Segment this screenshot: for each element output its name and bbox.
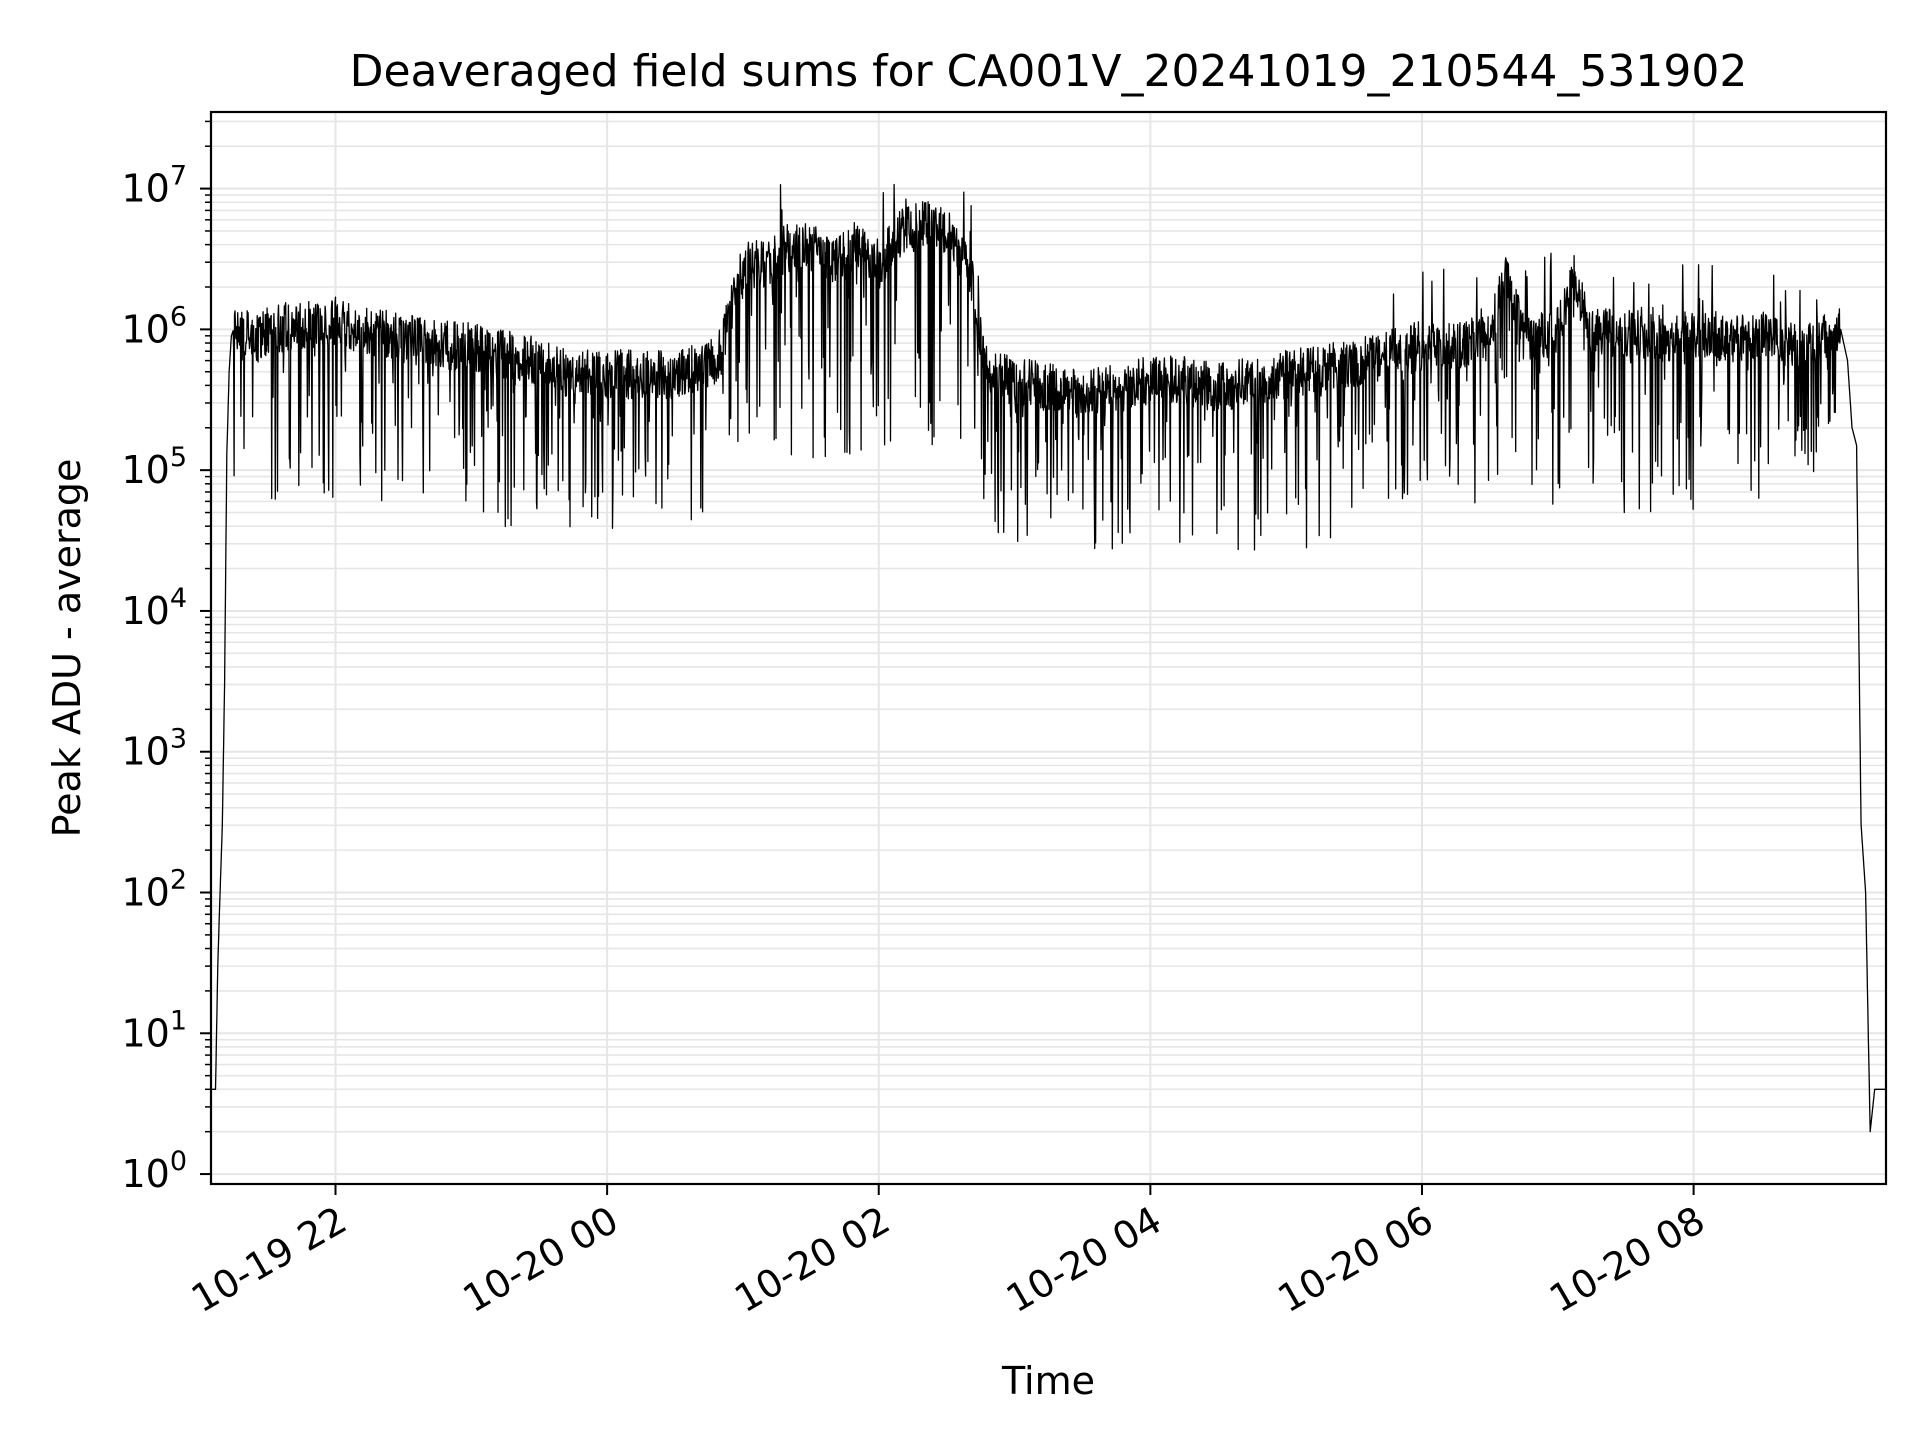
x-tick-label: 10-20 08 xyxy=(1542,1198,1712,1322)
series-layer xyxy=(210,183,1887,1133)
series-line xyxy=(210,183,1887,1133)
y-tick-label: 100 xyxy=(121,1146,187,1196)
x-axis-label: Time xyxy=(1001,1359,1095,1403)
x-tick-label: 10-20 00 xyxy=(456,1198,626,1322)
y-tick-label: 103 xyxy=(121,724,187,774)
y-tick-label: 101 xyxy=(121,1005,187,1055)
y-tick-label: 106 xyxy=(121,301,187,351)
y-tick-label: 105 xyxy=(121,442,187,492)
y-axis: 100 101 102 103 104 105 106 107 xyxy=(121,120,211,1196)
chart-title: Deaveraged field sums for CA001V_2024101… xyxy=(350,46,1748,97)
x-tick-label: 10-19 22 xyxy=(184,1198,354,1322)
y-tick-label: 102 xyxy=(121,865,187,915)
x-tick-label: 10-20 02 xyxy=(727,1198,897,1322)
grid-layer xyxy=(211,112,1886,1184)
y-tick-label: 104 xyxy=(121,583,187,633)
x-tick-label: 10-20 04 xyxy=(999,1198,1169,1322)
y-tick-label: 107 xyxy=(121,161,187,211)
x-axis: 10-19 22 10-20 00 10-20 02 10-20 04 10-20 06… xyxy=(184,1184,1712,1321)
plot-frame xyxy=(209,110,1888,1186)
y-axis-label: Peak ADU - average xyxy=(45,459,89,838)
x-tick-label: 10-20 06 xyxy=(1271,1198,1441,1322)
